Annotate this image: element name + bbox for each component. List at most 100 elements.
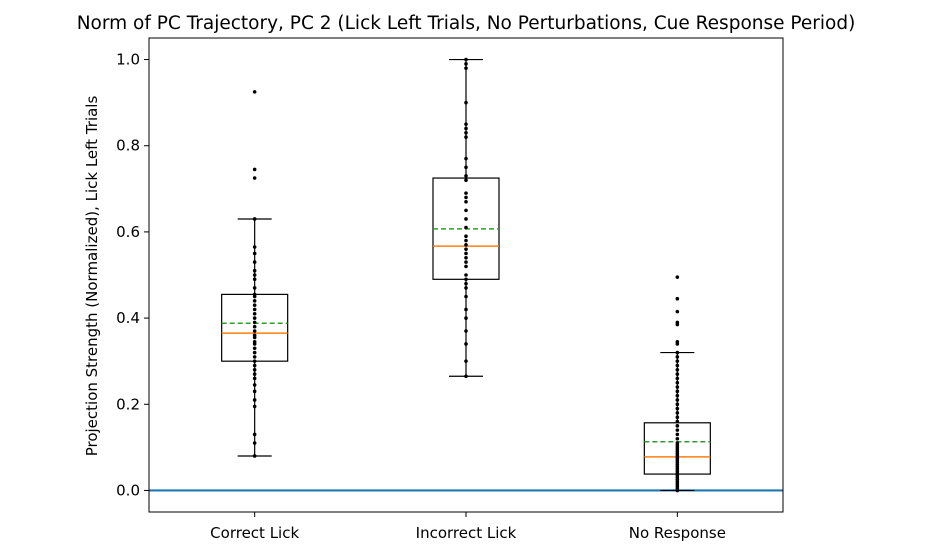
data-point (252, 217, 257, 221)
data-point (675, 339, 680, 344)
data-point (464, 131, 468, 135)
data-point (464, 199, 468, 204)
data-point (464, 260, 468, 264)
axes-frame (148, 37, 784, 513)
data-point (252, 316, 257, 320)
data-point (252, 383, 257, 387)
data-point (675, 380, 680, 385)
data-point (464, 135, 468, 139)
data-point (252, 286, 257, 290)
data-point (675, 385, 680, 389)
data-point (675, 393, 680, 398)
data-point (675, 424, 680, 428)
y-axis-label: Projection Strength (Normalized), Lick L… (83, 96, 101, 457)
data-point (252, 454, 257, 458)
data-point (252, 432, 257, 437)
data-point (675, 372, 680, 376)
data-point (252, 372, 257, 376)
data-point (464, 247, 468, 251)
data-point (252, 355, 257, 359)
y-tick-label: 0.2 (116, 395, 140, 413)
y-tick-label: 0.6 (116, 223, 140, 241)
data-point (464, 316, 468, 320)
data-point (464, 178, 468, 182)
data-point (252, 363, 257, 368)
data-point (252, 324, 257, 329)
data-point (464, 126, 468, 131)
x-tick-label: No Response (629, 524, 726, 542)
data-point (464, 277, 468, 282)
data-point (675, 309, 680, 314)
data-point (675, 402, 680, 407)
data-point (675, 406, 680, 411)
data-point (464, 251, 468, 256)
data-point (252, 277, 257, 282)
data-point (464, 100, 468, 105)
data-point (252, 245, 257, 249)
data-point (675, 320, 680, 325)
data-point (252, 346, 257, 351)
data-point (252, 307, 257, 312)
data-point (252, 398, 257, 402)
data-point (464, 234, 468, 239)
data-point (464, 329, 468, 333)
data-point (252, 333, 257, 338)
data-point (252, 311, 257, 316)
data-point (464, 225, 468, 230)
data-point (675, 419, 680, 424)
data-point (464, 374, 468, 379)
data-point (252, 299, 257, 303)
data-point (464, 307, 468, 312)
data-point (464, 208, 468, 213)
data-point (464, 165, 468, 170)
y-tick-label: 1.0 (116, 51, 140, 69)
data-point (464, 195, 468, 200)
data-point (464, 359, 468, 363)
data-point (675, 376, 680, 381)
data-point (464, 62, 468, 66)
data-point (252, 368, 257, 372)
data-point (675, 350, 680, 355)
data-point (464, 281, 468, 286)
data-point (464, 191, 468, 195)
x-tick-label: Incorrect Lick (416, 524, 517, 542)
data-point (252, 176, 257, 180)
data-point (675, 436, 680, 441)
data-point (675, 389, 680, 394)
data-point (464, 264, 468, 269)
data-point (675, 355, 680, 359)
data-point (464, 273, 468, 277)
y-tick-label: 0.4 (116, 309, 140, 327)
data-point (252, 339, 257, 344)
chart-marks: 0.0 0.2 0.4 0.6 0.8 1.0 Correct Lick Incorrect … (116, 51, 783, 542)
data-point (252, 167, 257, 172)
data-point (464, 174, 468, 178)
data-point (252, 359, 257, 363)
data-point (464, 217, 468, 221)
data-point (252, 320, 257, 325)
data-point (252, 260, 257, 264)
data-point (675, 363, 680, 368)
data-point (252, 404, 257, 409)
data-point (675, 368, 680, 372)
x-tick-label: Correct Lick (210, 524, 299, 542)
data-point (675, 296, 680, 301)
data-point (675, 359, 680, 363)
data-point (252, 441, 257, 445)
data-point (675, 411, 680, 415)
data-point (252, 303, 257, 307)
data-point (252, 292, 257, 297)
data-point (464, 243, 468, 247)
data-point (675, 415, 680, 420)
data-point (464, 156, 468, 161)
data-point (252, 273, 257, 277)
data-point (252, 268, 257, 273)
data-point (464, 255, 468, 260)
data-point (675, 432, 680, 437)
data-point (252, 329, 257, 333)
data-point (464, 294, 468, 299)
data-point (464, 286, 468, 290)
data-point (464, 238, 468, 243)
